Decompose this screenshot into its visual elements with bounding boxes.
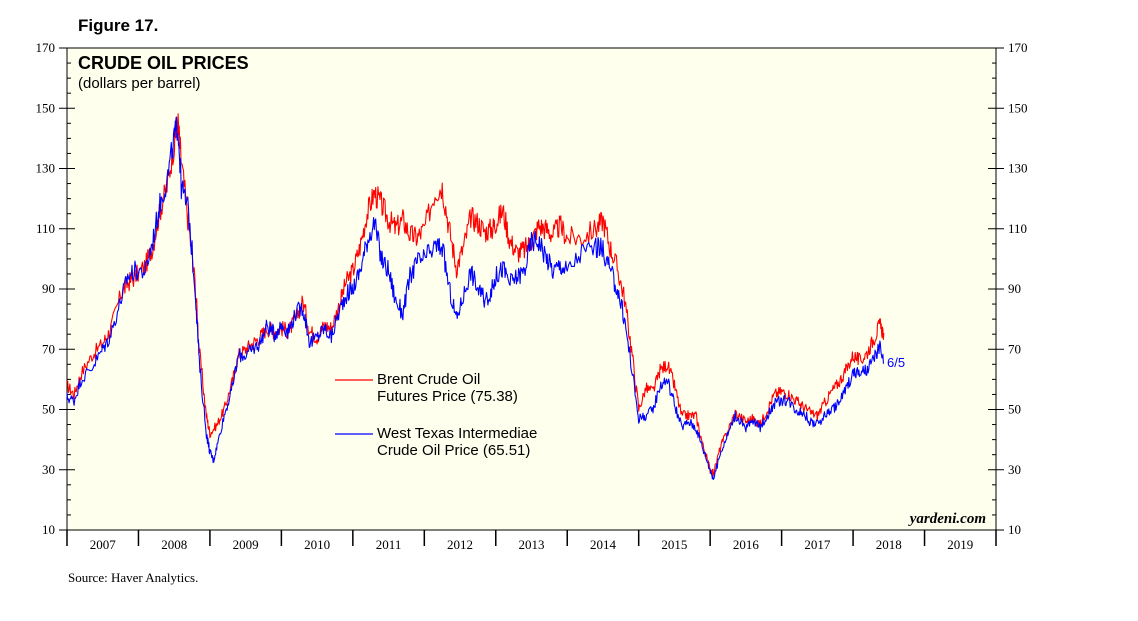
y-tick-label-left: 150 <box>36 100 56 115</box>
y-tick-label-left: 90 <box>42 281 55 296</box>
y-tick-label-right: 30 <box>1008 462 1021 477</box>
x-tick-label: 2008 <box>161 537 187 552</box>
series-line-wti <box>66 116 885 480</box>
y-tick-label-right: 150 <box>1008 100 1028 115</box>
y-tick-label-right: 170 <box>1008 40 1028 55</box>
legend-brent-line1: Brent Crude Oil <box>377 371 480 388</box>
y-tick-label-right: 110 <box>1008 221 1027 236</box>
y-tick-label-right: 70 <box>1008 341 1021 356</box>
y-tick-label-left: 70 <box>42 341 55 356</box>
x-tick-label: 2016 <box>733 537 760 552</box>
y-tick-label-right: 130 <box>1008 161 1028 176</box>
y-tick-label-left: 170 <box>36 40 56 55</box>
legend-wti-line2: Crude Oil Price (65.51) <box>377 442 530 459</box>
y-tick-label-left: 10 <box>42 522 55 537</box>
y-tick-label-right: 50 <box>1008 402 1021 417</box>
plot-background <box>66 47 997 531</box>
legend-brent-line2: Futures Price (75.38) <box>377 388 518 405</box>
x-tick-label: 2011 <box>376 537 402 552</box>
x-tick-label: 2017 <box>804 537 831 552</box>
x-tick-label: 2009 <box>233 537 259 552</box>
chart-subtitle: (dollars per barrel) <box>78 75 201 92</box>
x-tick-label: 2018 <box>876 537 902 552</box>
y-axis-left: 10 30 50 70 90 110 130 150 170 <box>36 40 67 537</box>
y-tick-label-left: 110 <box>36 221 55 236</box>
series-line-brent <box>66 113 885 476</box>
legend-wti-line1: West Texas Intermediae <box>377 425 537 442</box>
y-tick-label-right: 10 <box>1008 522 1021 537</box>
x-tick-label: 2013 <box>519 537 545 552</box>
axis-ticks <box>67 47 996 531</box>
source-note: Source: Haver Analytics. <box>68 570 199 585</box>
chart-title: CRUDE OIL PRICES <box>78 53 249 73</box>
series-lines <box>66 113 885 480</box>
x-tick-label: 2019 <box>947 537 973 552</box>
x-tick-label: 2015 <box>661 537 687 552</box>
x-tick-label: 2014 <box>590 537 617 552</box>
figure-label: Figure 17. <box>78 16 159 35</box>
y-tick-label-left: 50 <box>42 402 55 417</box>
yardeni-watermark: yardeni.com <box>908 511 986 527</box>
y-tick-label-left: 130 <box>36 161 56 176</box>
x-tick-label: 2010 <box>304 537 330 552</box>
x-axis: 2007 2008 2009 2010 2011 2012 2013 2014 2015 2016… <box>66 530 997 552</box>
y-axis-right: 10 30 50 70 90 110 130 150 170 <box>996 40 1028 537</box>
date-annotation: 6/5 <box>887 355 905 370</box>
x-tick-label: 2007 <box>90 537 117 552</box>
legend: Brent Crude Oil Futures Price (75.38) We… <box>335 371 537 459</box>
x-tick-label: 2012 <box>447 537 473 552</box>
y-tick-label-right: 90 <box>1008 281 1021 296</box>
y-tick-label-left: 30 <box>42 462 55 477</box>
